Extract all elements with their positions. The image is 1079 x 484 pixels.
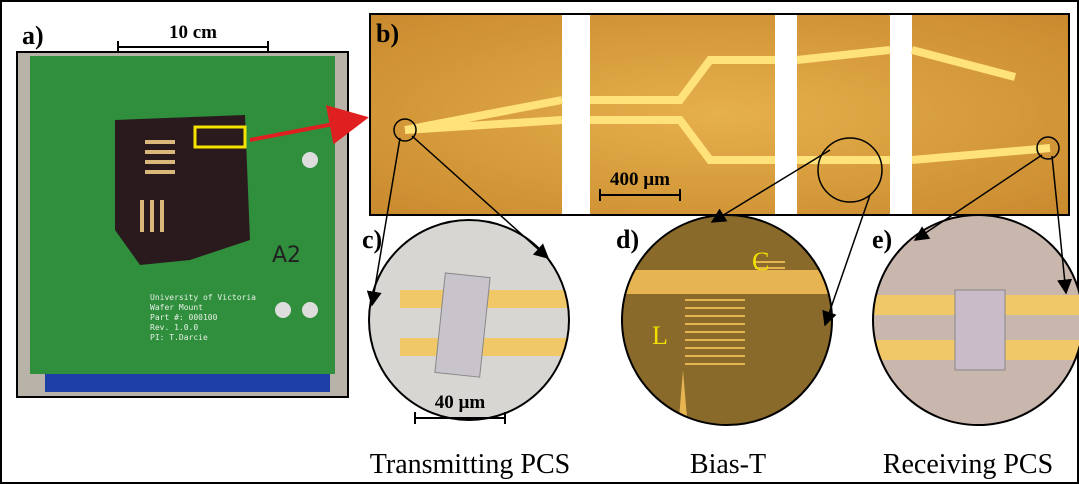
board-text: University of Victoria [150,293,256,302]
handwriting: A2 [272,243,301,268]
caption: Receiving PCS [883,449,1053,480]
panel-label: e) [872,225,892,254]
board-text: Wafer Mount [150,303,203,312]
marker: C [752,247,769,276]
gap [775,15,797,214]
panel-b: b) 400 µm [370,14,1069,215]
caption: Transmitting PCS [370,449,570,480]
board-text: PI: T.Darcie [150,333,208,342]
marker: L [652,321,668,350]
caption: Bias-T [690,449,766,480]
panel-label: a) [22,21,44,50]
gap [890,15,912,214]
connector [45,374,330,392]
panel-a: A2 University of Victoria Wafer Mount Pa… [17,21,348,397]
hole [302,302,318,318]
hole [275,302,291,318]
panel-label: d) [616,225,639,254]
scale-label: 10 cm [169,22,217,43]
board-text: Rev. 1.0.0 [150,323,198,332]
hole [302,152,318,168]
panel-label: c) [362,225,382,254]
scale-label: 40 µm [435,392,486,413]
wafer [115,115,250,265]
panel-label: b) [376,19,399,48]
scale-label: 400 µm [610,169,670,190]
figure: A2 University of Victoria Wafer Mount Pa… [0,0,1079,484]
gap [562,15,590,214]
board-text: Part #: 000100 [150,313,218,322]
